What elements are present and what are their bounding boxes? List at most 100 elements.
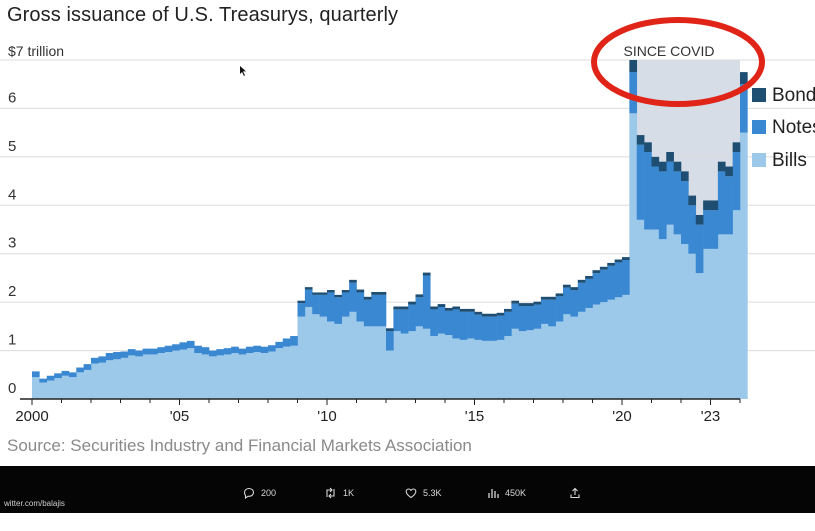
notes-q56 — [445, 310, 453, 336]
notes-q95 — [732, 152, 741, 211]
bills-q10 — [105, 360, 114, 399]
notes-q66 — [518, 306, 527, 332]
notes-q46 — [371, 294, 379, 327]
bonds-q95 — [732, 142, 741, 153]
bonds-q73 — [570, 287, 579, 291]
notes-q40 — [327, 292, 335, 322]
notes-q82 — [636, 144, 645, 220]
bills-q6 — [76, 372, 84, 399]
y-tick-label-1: 1 — [8, 332, 16, 349]
notes-q34 — [282, 338, 291, 347]
notes-q83 — [644, 152, 652, 230]
retweet-button[interactable]: 1K — [324, 486, 354, 500]
views-button[interactable]: 450K — [487, 486, 526, 500]
source-note: Source: Securities Industry and Financia… — [7, 436, 472, 455]
notes-q65 — [511, 303, 520, 329]
bills-q33 — [275, 348, 284, 399]
notes-q32 — [268, 345, 276, 352]
bills-q44 — [356, 321, 365, 399]
bills-q19 — [172, 350, 180, 399]
bonds-q59 — [467, 308, 475, 312]
notes-q1 — [39, 378, 48, 383]
bills-q31 — [260, 352, 269, 399]
notes-q87 — [673, 171, 682, 235]
bonds-q84 — [651, 156, 660, 167]
notes-q21 — [186, 340, 195, 349]
x-tick-label-2020: '20 — [612, 408, 632, 425]
bills-q90 — [695, 273, 704, 399]
notes-q23 — [201, 347, 210, 355]
bills-q92 — [710, 248, 719, 399]
notes-q48 — [386, 331, 394, 351]
bills-q55 — [437, 333, 446, 399]
notes-q2 — [46, 375, 55, 381]
bills-q60 — [474, 339, 483, 399]
notes-q8 — [91, 357, 99, 364]
bonds-q72 — [563, 284, 571, 288]
bills-q59 — [467, 338, 475, 399]
bonds-q63 — [496, 312, 505, 316]
bonds-q61 — [481, 313, 490, 317]
bonds-q56 — [445, 307, 453, 311]
notes-q4 — [61, 370, 70, 376]
bonds-q55 — [437, 304, 446, 307]
y-tick-label-3: 3 — [8, 235, 16, 252]
bills-q58 — [459, 339, 468, 399]
bonds-q86 — [666, 152, 674, 162]
notes-q25 — [216, 349, 225, 356]
bonds-q54 — [430, 306, 438, 310]
notes-q26 — [223, 348, 232, 355]
bills-q9 — [98, 362, 107, 399]
bills-q67 — [526, 330, 534, 399]
notes-q13 — [127, 349, 136, 356]
share-icon — [570, 487, 580, 499]
bonds-q75 — [585, 275, 593, 279]
bills-q39 — [319, 316, 328, 399]
bills-q53 — [422, 328, 431, 399]
bonds-q76 — [592, 270, 601, 274]
reply-button[interactable]: 200 — [243, 486, 276, 500]
series-bills — [32, 113, 748, 400]
notes-q77 — [599, 269, 608, 303]
like-button[interactable]: 5.3K — [405, 486, 442, 500]
bills-q65 — [511, 328, 520, 399]
bills-q66 — [518, 331, 527, 399]
bonds-q92 — [710, 200, 719, 211]
notes-q78 — [607, 265, 615, 300]
since-covid-label: SINCE COVID — [623, 43, 714, 59]
bonds-q45 — [363, 296, 372, 300]
notes-q72 — [563, 287, 571, 315]
notes-q14 — [135, 350, 143, 357]
y-tick-label-5: 5 — [8, 138, 16, 155]
notes-q35 — [290, 336, 298, 346]
notes-q9 — [98, 356, 107, 363]
bills-q50 — [400, 333, 409, 399]
bonds-q83 — [644, 142, 652, 153]
share-button[interactable] — [569, 486, 581, 500]
bonds-q52 — [415, 294, 424, 298]
notes-q88 — [681, 181, 689, 245]
notes-q61 — [481, 316, 490, 341]
bills-q95 — [732, 210, 741, 399]
bonds-q57 — [452, 306, 461, 310]
bills-q76 — [592, 304, 601, 399]
legend-item-notes: Notes — [752, 117, 815, 138]
notes-q0 — [32, 371, 40, 378]
legend-swatch-bills — [752, 153, 766, 167]
series-notes — [32, 72, 748, 383]
notes-q52 — [415, 297, 424, 327]
notes-q17 — [157, 347, 166, 353]
bills-q96 — [740, 132, 748, 399]
bills-q70 — [548, 326, 556, 399]
bonds-q81 — [629, 60, 638, 73]
bills-q21 — [186, 348, 195, 399]
legend-swatch-bonds — [752, 88, 766, 102]
notes-q18 — [164, 345, 173, 353]
bills-q89 — [688, 253, 697, 399]
bonds-q68 — [533, 301, 542, 305]
bonds-q64 — [504, 308, 512, 312]
bills-q83 — [644, 229, 652, 399]
bonds-q94 — [725, 166, 733, 177]
bonds-q96 — [740, 72, 748, 85]
bonds-q65 — [511, 300, 520, 304]
